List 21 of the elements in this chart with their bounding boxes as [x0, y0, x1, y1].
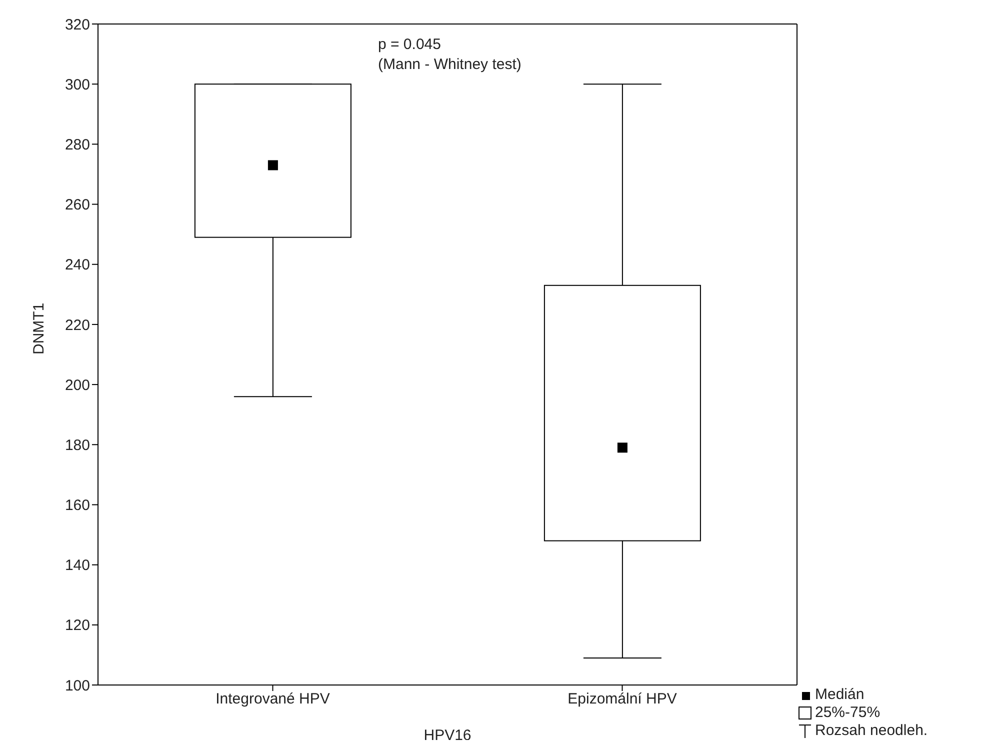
- y-tick-label: 260: [64, 196, 90, 214]
- y-tick-label: 180: [64, 436, 90, 454]
- annotation: p = 0.045: [378, 36, 441, 53]
- y-tick-label: 320: [64, 16, 90, 34]
- text: Rozsah neodleh.: [815, 722, 928, 740]
- y-tick-label: 300: [64, 76, 90, 94]
- y-tick-label: 100: [64, 677, 90, 694]
- y-tick-label: 120: [64, 617, 90, 634]
- x-tick-label: Integrované HPV: [216, 690, 330, 708]
- y-tick-label: 220: [64, 316, 90, 334]
- y-tick-label: 280: [64, 136, 90, 154]
- y-tick-label: 240: [64, 256, 90, 274]
- x-axis-title: HPV16: [424, 727, 472, 744]
- text: Medián: [815, 686, 864, 704]
- y-tick-label: 200: [64, 376, 90, 394]
- text: 25%-75%: [815, 704, 880, 722]
- x-tick-label: Epizomální HPV: [568, 690, 677, 708]
- annotation: (Mann - Whitney test): [378, 56, 522, 73]
- y-tick-label: 140: [64, 557, 90, 574]
- y-axis-title: DNMT1: [30, 302, 48, 354]
- y-tick-label: 160: [64, 497, 90, 514]
